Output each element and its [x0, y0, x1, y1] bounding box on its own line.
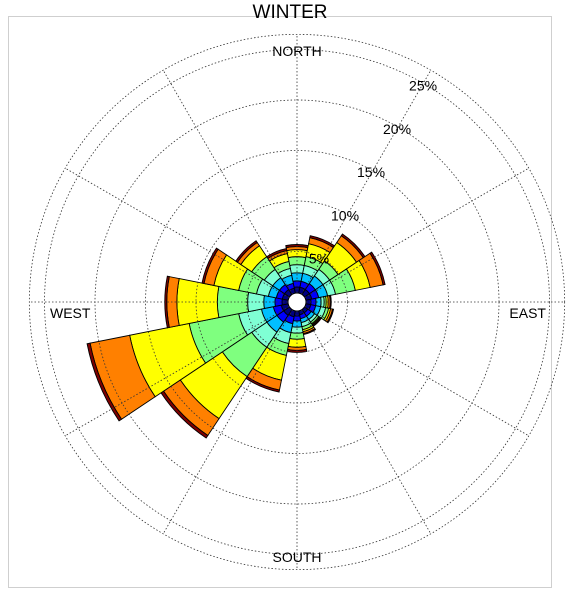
ring-label: 25% [409, 78, 437, 94]
grid-ring-1 [246, 251, 348, 353]
ring-label: 10% [331, 207, 359, 223]
sector-band [235, 240, 258, 263]
north-label: NORTH [272, 43, 322, 59]
center-hub [287, 292, 307, 312]
labels-layer: NORTH SOUTH WEST EAST [50, 43, 546, 565]
grid-spoke [65, 306, 290, 437]
grid-ring-5 [44, 49, 550, 555]
sector-band [369, 251, 386, 286]
ring-label: 20% [383, 121, 411, 137]
grid-spoke [301, 70, 432, 295]
sector-band [289, 264, 305, 274]
sectors-layer [86, 233, 386, 439]
grid-spoke [65, 167, 290, 298]
grid-spoke [162, 309, 293, 534]
ring-label: 15% [357, 164, 385, 180]
ring-label: 5% [309, 251, 329, 267]
west-label: WEST [50, 305, 91, 321]
east-label: EAST [509, 305, 546, 321]
chart-title: WINTER [252, 2, 328, 23]
sector-band [164, 275, 170, 329]
sector-band [266, 248, 288, 260]
south-label: SOUTH [273, 549, 322, 565]
grid-outer-ring [28, 33, 566, 571]
grid-ring-3 [145, 150, 449, 454]
sector-band [326, 308, 335, 324]
grid-layer [28, 33, 566, 571]
grid-spoke [301, 309, 432, 534]
grid-spoke [162, 70, 293, 295]
grid-spoke [304, 306, 529, 437]
sector-band [86, 342, 123, 422]
grid-spoke [304, 167, 529, 298]
sector-band [201, 247, 219, 285]
ring-labels-layer: 5% 10% 15% 20% 25% [309, 78, 437, 267]
